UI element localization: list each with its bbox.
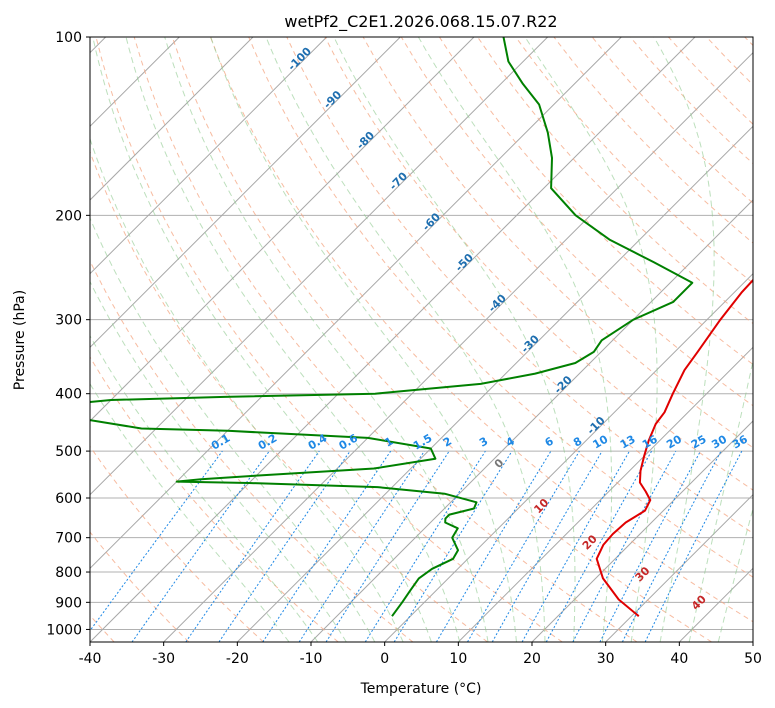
moist-adiabat <box>90 137 404 642</box>
mixing-ratio-line <box>572 450 677 642</box>
dry-adiabat <box>400 37 753 407</box>
grid-layer <box>90 37 753 642</box>
isotherm-gridline <box>384 272 753 642</box>
moist-adiabat <box>164 37 489 642</box>
y-tick-label: 600 <box>55 491 82 507</box>
y-tick-label: 900 <box>55 595 82 611</box>
isotherm-gridline <box>90 37 328 275</box>
x-tick-label: 30 <box>597 651 615 667</box>
x-tick-label: 40 <box>670 651 688 667</box>
y-tick-label: 500 <box>55 444 82 460</box>
plot-frame <box>89 36 754 643</box>
moist-adiabat <box>125 37 461 642</box>
y-tick-label: 100 <box>55 30 82 46</box>
mixing-ratio-line <box>491 450 603 642</box>
x-tick-label: -40 <box>79 651 102 667</box>
dry-adiabat <box>90 445 264 642</box>
moist-adiabat <box>524 37 658 642</box>
isotherm-gridline <box>90 37 696 642</box>
moist-adiabat <box>265 37 546 642</box>
isotherm-gridline <box>90 37 254 201</box>
y-axis-label: Pressure (hPa) <box>12 290 28 390</box>
reference-lines-layer <box>90 37 753 642</box>
y-axis: 100 200 300 400 500 600 700 800 900 1000 <box>46 30 90 638</box>
moist-adiabat <box>90 382 290 642</box>
dry-adiabat <box>90 356 339 642</box>
mixing-ratio-line <box>262 450 392 642</box>
isotherm-gridline <box>236 125 753 642</box>
moist-adiabat <box>333 37 576 642</box>
x-axis-label: Temperature (°C) <box>360 681 482 697</box>
mixing-ratio-line <box>393 450 513 642</box>
mixing-ratio-line <box>644 450 743 642</box>
dry-adiabat <box>248 37 753 578</box>
dry-adiabat <box>90 531 190 642</box>
isotherm-gridline <box>90 37 622 570</box>
dry-adiabat <box>438 37 753 366</box>
x-tick-label: -10 <box>300 651 323 667</box>
series-layer <box>90 37 753 617</box>
dewpoint-profile-line <box>90 37 694 617</box>
chart-title: wetPf2_C2E1.2026.068.15.07.R22 <box>284 12 557 32</box>
dry-adiabat <box>515 37 753 284</box>
mixing-ratio-line <box>90 450 223 632</box>
isotherm-gridline <box>163 51 753 642</box>
moist-adiabat <box>90 280 347 642</box>
x-tick-label: 10 <box>449 651 467 667</box>
y-tick-label: 800 <box>55 565 82 581</box>
isotherm-gridline <box>90 37 549 496</box>
moist-adiabat <box>92 37 432 642</box>
y-tick-label: 200 <box>55 208 82 224</box>
dry-adiabat <box>90 150 488 642</box>
mixing-ratio-line <box>218 450 351 642</box>
moist-adiabat <box>210 37 517 642</box>
mixing-ratio-line <box>298 450 425 642</box>
moist-adiabat <box>90 216 376 642</box>
isotherm-gridline <box>605 493 753 642</box>
moist-adiabat <box>688 358 753 642</box>
x-tick-label: 0 <box>380 651 389 667</box>
x-tick-label: 20 <box>523 651 541 667</box>
y-tick-label: 400 <box>55 387 82 403</box>
y-tick-label: 700 <box>55 531 82 547</box>
mixing-ratio-line <box>131 450 270 642</box>
x-tick-label: 50 <box>744 651 762 667</box>
y-tick-label: 300 <box>55 313 82 329</box>
moist-adiabat <box>717 506 753 642</box>
dry-adiabat <box>210 37 753 623</box>
mixing-ratio-line <box>185 450 320 642</box>
isotherm-gridline <box>457 346 753 642</box>
mixing-ratio-line <box>521 450 630 642</box>
dry-adiabat <box>171 37 712 642</box>
moist-adiabat <box>90 334 319 642</box>
temperature-profile-line <box>595 278 753 617</box>
isotherm-gridline <box>90 37 401 349</box>
isotherm-gridline <box>531 420 753 642</box>
mixing-ratio-line <box>621 450 722 642</box>
x-tick-label: -30 <box>152 651 175 667</box>
mixing-ratio-line <box>545 450 653 642</box>
y-tick-label: 1000 <box>46 622 82 638</box>
x-tick-label: -20 <box>226 651 249 667</box>
isotherm-gridline <box>90 37 475 422</box>
x-axis: -40 -30 -20 -10 0 10 20 30 40 50 <box>79 642 762 667</box>
dry-adiabat <box>90 259 414 642</box>
moist-adiabat <box>417 37 613 642</box>
mixing-ratio-line <box>325 450 450 642</box>
dry-adiabat <box>286 37 753 534</box>
moist-adiabat <box>653 37 715 642</box>
